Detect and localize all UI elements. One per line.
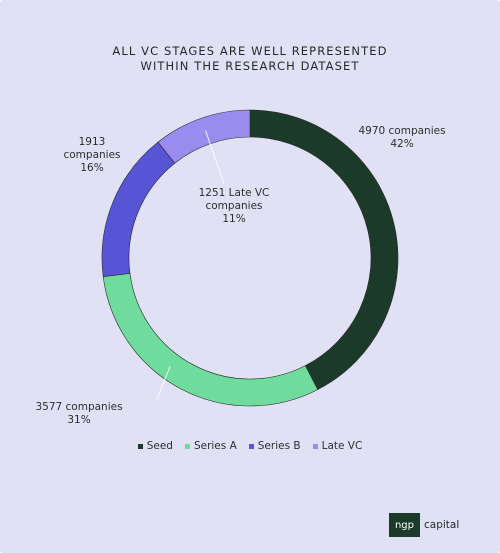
- legend-label-series-b: Series B: [257, 440, 301, 452]
- legend-swatch-seed: [137, 443, 143, 449]
- chart-title-line-1: ALL VC STAGES ARE WELL REPRESENTED: [112, 44, 388, 58]
- legend-item-late-vc: Late VC: [312, 440, 363, 452]
- data-label-late-vc-count: 1251 Late VC: [198, 187, 270, 199]
- data-label-series-a-percent: 31%: [67, 414, 91, 426]
- chart-title-line-2: WITHIN THE RESEARCH DATASET: [140, 59, 360, 73]
- brand-logo: ngp capital: [389, 513, 459, 537]
- legend-swatch-series-a: [184, 443, 190, 449]
- legend-swatch-late-vc: [312, 443, 318, 449]
- data-label-late-vc-percent: 11%: [222, 213, 246, 225]
- legend-item-series-a: Series A: [184, 440, 237, 452]
- data-label-seed-percent: 42%: [390, 138, 414, 150]
- legend-swatch-series-b: [248, 443, 254, 449]
- data-label-series-b-percent: 16%: [80, 162, 104, 174]
- data-label-series-b-count: 1913: [78, 136, 106, 148]
- chart-title: ALL VC STAGES ARE WELL REPRESENTED WITHI…: [0, 44, 500, 74]
- chart-legend: Seed Series A Series B Late VC: [0, 440, 500, 452]
- legend-label-series-a: Series A: [193, 440, 237, 452]
- leader-line-late-vc: [205, 130, 225, 185]
- brand-logo-box: ngp: [389, 513, 420, 537]
- donut-slice-series-a: [102, 272, 319, 407]
- data-label-late-vc-unit: companies: [205, 200, 263, 212]
- data-label-late-vc: 1251 Late VC companies 11%: [184, 187, 284, 226]
- legend-label-seed: Seed: [146, 440, 173, 452]
- donut-slice-seed: [249, 109, 399, 391]
- data-label-seed-count: 4970 companies: [358, 125, 446, 137]
- legend-item-series-b: Series B: [248, 440, 301, 452]
- data-label-series-b: 1913 companies 16%: [52, 136, 132, 175]
- leader-line-series-a: [156, 366, 171, 400]
- legend-label-late-vc: Late VC: [321, 440, 363, 452]
- data-label-series-a: 3577 companies 31%: [24, 401, 134, 427]
- donut-slice-late-vc: [157, 109, 251, 164]
- data-label-seed: 4970 companies 42%: [350, 125, 454, 151]
- data-label-series-a-count: 3577 companies: [35, 401, 123, 413]
- legend-item-seed: Seed: [137, 440, 173, 452]
- brand-logo-text: capital: [424, 519, 460, 531]
- data-label-series-b-unit: companies: [63, 149, 121, 161]
